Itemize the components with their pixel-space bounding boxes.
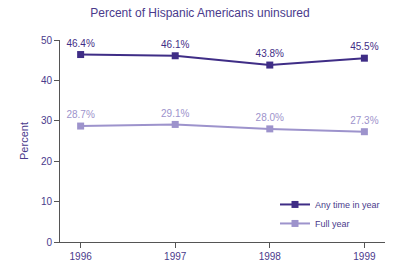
svg-text:40: 40 bbox=[41, 75, 53, 86]
svg-text:43.8%: 43.8% bbox=[256, 48, 284, 59]
svg-text:45.5%: 45.5% bbox=[350, 41, 378, 52]
svg-text:46.4%: 46.4% bbox=[66, 38, 94, 49]
svg-text:Full year: Full year bbox=[315, 219, 350, 229]
svg-text:Percent: Percent bbox=[18, 122, 30, 160]
svg-text:10: 10 bbox=[41, 196, 53, 207]
svg-text:50: 50 bbox=[41, 35, 53, 46]
svg-text:Percent of Hispanic Americans: Percent of Hispanic Americans uninsured bbox=[90, 6, 309, 20]
svg-text:28.0%: 28.0% bbox=[256, 112, 284, 123]
svg-text:20: 20 bbox=[41, 156, 53, 167]
svg-text:1999: 1999 bbox=[353, 251, 376, 262]
svg-text:28.7%: 28.7% bbox=[66, 109, 94, 120]
svg-text:46.1%: 46.1% bbox=[161, 39, 189, 50]
svg-text:1996: 1996 bbox=[70, 251, 93, 262]
svg-text:Any time in year: Any time in year bbox=[315, 200, 380, 210]
svg-text:1998: 1998 bbox=[259, 251, 282, 262]
svg-text:27.3%: 27.3% bbox=[350, 115, 378, 126]
svg-text:1997: 1997 bbox=[164, 251, 187, 262]
svg-text:30: 30 bbox=[41, 115, 53, 126]
svg-text:0: 0 bbox=[46, 237, 52, 248]
svg-text:29.1%: 29.1% bbox=[161, 108, 189, 119]
